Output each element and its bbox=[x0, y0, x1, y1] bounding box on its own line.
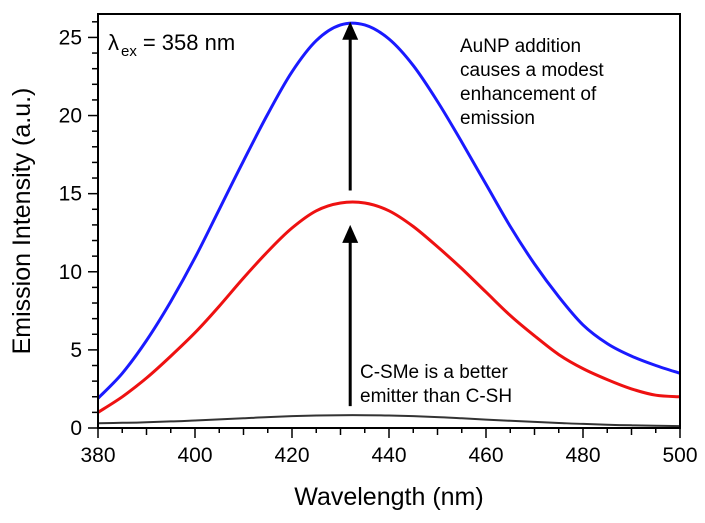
lambda-subscript: ex bbox=[121, 43, 137, 60]
x-tick-label: 460 bbox=[468, 444, 503, 467]
top-note-line: AuNP addition bbox=[460, 36, 581, 57]
bottom-note-line: C-SMe is a better bbox=[360, 362, 508, 383]
x-tick-label: 380 bbox=[80, 444, 115, 467]
top-note-line: enhancement of bbox=[460, 84, 597, 105]
top-note-line: emission bbox=[460, 108, 535, 129]
excitation-annotation: λ ex = 358 nm bbox=[108, 30, 235, 60]
y-axis-title: Emission Intensity (a.u.) bbox=[8, 88, 36, 355]
y-tick-label: 20 bbox=[59, 105, 82, 128]
y-tick-label: 0 bbox=[70, 417, 82, 440]
top-note-line: causes a modest bbox=[460, 60, 604, 81]
arrow-head bbox=[342, 21, 359, 40]
y-tick-label: 5 bbox=[70, 339, 82, 362]
series-line-blue bbox=[96, 21, 681, 400]
x-tick-label: 500 bbox=[662, 444, 697, 467]
x-tick-label: 420 bbox=[274, 444, 309, 467]
lambda-value: = 358 nm bbox=[143, 30, 235, 55]
y-tick-label: 25 bbox=[59, 26, 82, 49]
series-line-red bbox=[97, 200, 681, 414]
series-line-black bbox=[97, 414, 681, 428]
arrow-head bbox=[342, 224, 359, 243]
y-tick-label: 15 bbox=[59, 183, 82, 206]
bottom-note: C-SMe is a better emitter than C-SH bbox=[360, 362, 512, 407]
x-tick-label: 400 bbox=[177, 444, 212, 467]
plot-frame bbox=[97, 13, 681, 429]
x-tick-label: 480 bbox=[565, 444, 600, 467]
y-tick-label: 10 bbox=[59, 261, 82, 284]
bottom-note-line: emitter than C-SH bbox=[360, 386, 512, 407]
x-axis-title: Wavelength (nm) bbox=[294, 483, 483, 511]
lambda-symbol: λ bbox=[108, 30, 119, 55]
top-note: AuNP addition causes a modest enhancemen… bbox=[460, 36, 604, 129]
x-tick-label: 440 bbox=[371, 444, 406, 467]
svg-text:λex= 358 nm: λ ex = 358 nm bbox=[108, 30, 235, 60]
